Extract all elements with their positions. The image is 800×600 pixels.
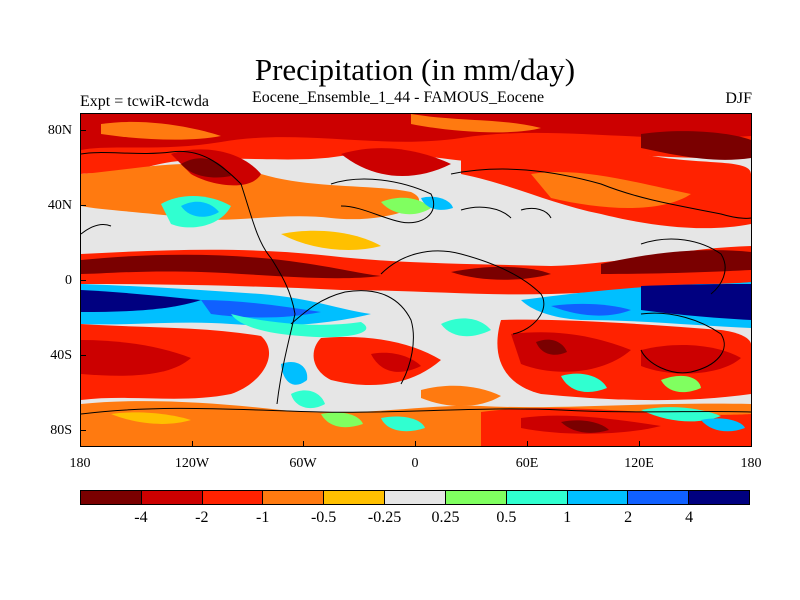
x-tick-label: 60E bbox=[515, 456, 539, 471]
colorbar-label: 1 bbox=[563, 509, 572, 526]
y-tick-label: 0 bbox=[65, 273, 72, 288]
x-tick bbox=[192, 441, 193, 447]
y-tick-label: 80S bbox=[50, 423, 72, 438]
x-tick bbox=[415, 441, 416, 447]
colorbar-label: 2 bbox=[624, 509, 633, 526]
y-tick-label: 40N bbox=[47, 198, 72, 213]
precipitation-map bbox=[81, 114, 751, 446]
y-tick-label: 80N bbox=[47, 123, 72, 138]
colorbar-label: -0.5 bbox=[310, 509, 337, 526]
x-tick bbox=[639, 441, 640, 447]
y-tick bbox=[80, 280, 86, 281]
season-label: DJF bbox=[725, 90, 752, 107]
colorbar-box bbox=[689, 491, 749, 504]
map-plot-area bbox=[80, 113, 752, 447]
colorbar-box bbox=[567, 491, 629, 504]
colorbar-box bbox=[506, 491, 568, 504]
x-tick bbox=[527, 441, 528, 447]
y-tick bbox=[80, 355, 86, 356]
colorbar-box bbox=[385, 491, 446, 504]
x-tick-label: 180 bbox=[69, 456, 91, 471]
colorbar-box bbox=[202, 491, 264, 504]
colorbar-box bbox=[81, 491, 142, 504]
colorbar-label: 4 bbox=[685, 509, 694, 526]
x-tick bbox=[303, 441, 304, 447]
x-tick-label: 120E bbox=[624, 456, 654, 471]
chart-subtitle: Eocene_Ensemble_1_44 - FAMOUS_Eocene bbox=[252, 89, 545, 106]
colorbar-label: -2 bbox=[195, 509, 209, 526]
y-tick bbox=[80, 130, 86, 131]
colorbar bbox=[80, 490, 750, 505]
x-tick-label: 60W bbox=[289, 456, 317, 471]
x-tick-label: 0 bbox=[411, 456, 419, 471]
x-tick-label: 180 bbox=[740, 456, 762, 471]
colorbar-box bbox=[445, 491, 507, 504]
colorbar-box bbox=[628, 491, 690, 504]
colorbar-label: 0.5 bbox=[496, 509, 517, 526]
x-tick-label: 120W bbox=[174, 456, 210, 471]
y-tick bbox=[80, 205, 86, 206]
colorbar-label: 0.25 bbox=[431, 509, 460, 526]
colorbar-label: -0.25 bbox=[367, 509, 402, 526]
colorbar-box bbox=[141, 491, 203, 504]
colorbar-box bbox=[324, 491, 386, 504]
colorbar-label: -4 bbox=[134, 509, 148, 526]
y-tick bbox=[80, 430, 86, 431]
colorbar-box bbox=[263, 491, 325, 504]
colorbar-label: -1 bbox=[256, 509, 270, 526]
experiment-label: Expt = tcwiR-tcwda bbox=[80, 93, 209, 110]
chart-title: Precipitation (in mm/day) bbox=[254, 52, 576, 87]
y-tick-label: 40S bbox=[50, 348, 72, 363]
